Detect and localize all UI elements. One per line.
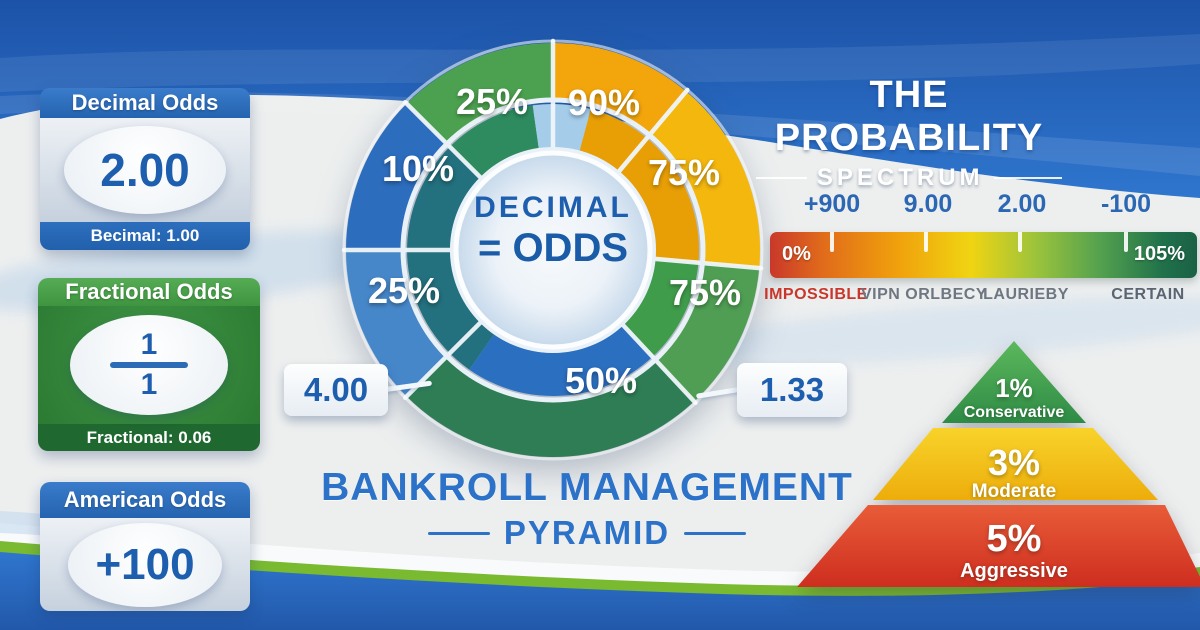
spectrum-tick-label-2: 9.00 — [903, 190, 953, 218]
bankroll-dash-left — [427, 531, 490, 535]
bankroll-management-title: BANKROLL MANAGEMENT PYRAMID — [320, 466, 854, 552]
spectrum-tick-mark — [1124, 232, 1128, 252]
donut-separator — [651, 256, 764, 271]
probability-spectrum-title: THE PROBABILITY SPECTRUM — [756, 74, 1062, 192]
decimal-odds-card: Decimal Odds 2.00 Becimal: 1.00 — [40, 88, 250, 250]
donut-center-line2: = ODDS — [478, 226, 628, 270]
donut-inner-ring-segment — [579, 109, 699, 263]
donut-segment-10% — [346, 103, 446, 250]
spectrum-title-dash-right — [993, 177, 1062, 179]
donut-segment-90% — [553, 42, 687, 134]
donut-separator — [402, 99, 484, 181]
spectrum-min-label: 0% — [782, 243, 811, 265]
pyramid-tier-conservative — [942, 341, 1086, 423]
american-odds-card-body: +100 — [40, 518, 250, 611]
spectrum-category-2: VIPN ORLBECY — [860, 286, 988, 303]
donut-segment-label: 50% — [565, 360, 637, 401]
fractional-odds-card-title: Fractional Odds — [38, 278, 260, 306]
american-odds-value: +100 — [95, 539, 195, 589]
donut-inner-ring-segment — [407, 146, 494, 370]
pyramid-tier1-pct: 1% — [995, 373, 1033, 403]
fraction-bar — [110, 362, 188, 368]
fraction-numerator: 1 — [140, 328, 158, 361]
american-odds-oval: +100 — [68, 522, 222, 607]
decimal-odds-card-footer: Becimal: 1.00 — [40, 222, 250, 250]
decimal-odds-donut-chart: DECIMAL = ODDS 90% 75% 75% 50% 25% 10% 25% — [338, 35, 768, 465]
bankroll-dash-right — [684, 531, 747, 535]
bankroll-title-line1: BANKROLL MANAGEMENT — [321, 466, 853, 509]
spectrum-tick-mark — [1018, 232, 1022, 252]
pyramid-tier3-label: Aggressive — [960, 560, 1068, 582]
pyramid-tier-aggressive — [797, 505, 1200, 587]
donut-center-line1: DECIMAL — [474, 191, 632, 224]
spectrum-title-line1: THE PROBABILITY — [774, 74, 1044, 159]
spectrum-gradient-bar: 0% 105% — [770, 232, 1197, 278]
fractional-odds-card-body: 1 1 — [38, 306, 260, 424]
pyramid-tier1-label: Conservative — [964, 404, 1065, 421]
donut-segment-label: 75% — [669, 272, 741, 313]
donut-separator — [619, 321, 698, 406]
american-odds-card: American Odds +100 — [40, 482, 250, 611]
donut-inner-ring-segment — [623, 259, 699, 357]
fraction-denominator: 1 — [140, 368, 158, 401]
decimal-odds-value: 2.00 — [100, 144, 190, 196]
donut-inner-ring-segment — [532, 103, 591, 151]
callout-right: 1.33 — [737, 363, 847, 417]
spectrum-category-impossible: IMPOSSIBLE — [764, 286, 868, 303]
donut-segment-label: 25% — [456, 81, 528, 122]
american-odds-card-title: American Odds — [40, 482, 250, 518]
decimal-odds-card-title: Decimal Odds — [40, 88, 250, 118]
donut-inner-gap — [450, 147, 656, 353]
fractional-odds-card: Fractional Odds 1 1 Fractional: 0.06 — [38, 278, 260, 451]
spectrum-tick-mark — [830, 232, 834, 252]
spectrum-max-label: 105% — [1133, 243, 1185, 265]
spectrum-category-certain: CERTAIN — [1111, 286, 1185, 303]
donut-segment-50% — [406, 357, 695, 458]
donut-segment-25% — [346, 250, 446, 397]
donut-segment-label: 10% — [382, 148, 454, 189]
donut-separator — [615, 87, 690, 175]
donut-ring-gap — [400, 97, 706, 403]
bankroll-pyramid-chart: 1% Conservative 3% Moderate 5% Aggressiv… — [790, 335, 1200, 595]
donut-center-circle — [453, 150, 653, 350]
donut-segment-label: 75% — [648, 152, 720, 193]
spectrum-title-dash-left — [756, 177, 807, 179]
fractional-odds-card-footer: Fractional: 0.06 — [38, 424, 260, 451]
donut-inner-ring-segment — [469, 325, 653, 397]
donut-outer-rim — [342, 39, 764, 461]
donut-segment-75% — [650, 91, 760, 269]
spectrum-tick-mark — [924, 232, 928, 252]
spectrum-tick-label-4: -100 — [1100, 190, 1152, 218]
donut-segment-75% — [656, 263, 760, 402]
spectrum-category-3: LAURIEBY — [983, 286, 1069, 303]
fractional-odds-oval: 1 1 — [70, 315, 228, 415]
donut-inner-ring-segment — [449, 105, 539, 178]
spectrum-tick-label-1: +900 — [803, 190, 861, 218]
pyramid-tier2-pct: 3% — [988, 442, 1040, 483]
pyramid-tier3-pct: 5% — [987, 518, 1042, 560]
probability-spectrum-scale: +900 9.00 2.00 -100 0% 105% IMPOSSIBLE V… — [764, 190, 1197, 312]
pyramid-tier-moderate — [873, 428, 1158, 500]
donut-segment-25% — [406, 42, 553, 143]
spectrum-tick-label-3: 2.00 — [997, 190, 1047, 218]
decimal-odds-oval: 2.00 — [64, 126, 226, 214]
spectrum-title-line2: SPECTRUM — [816, 164, 984, 191]
callout-left: 4.00 — [284, 364, 388, 416]
decimal-odds-card-body: 2.00 — [40, 118, 250, 222]
pyramid-tier2-label: Moderate — [972, 481, 1056, 502]
donut-segment-label: 90% — [568, 82, 640, 123]
bankroll-title-line2: PYRAMID — [503, 514, 671, 551]
donut-segment-label: 25% — [368, 270, 440, 311]
